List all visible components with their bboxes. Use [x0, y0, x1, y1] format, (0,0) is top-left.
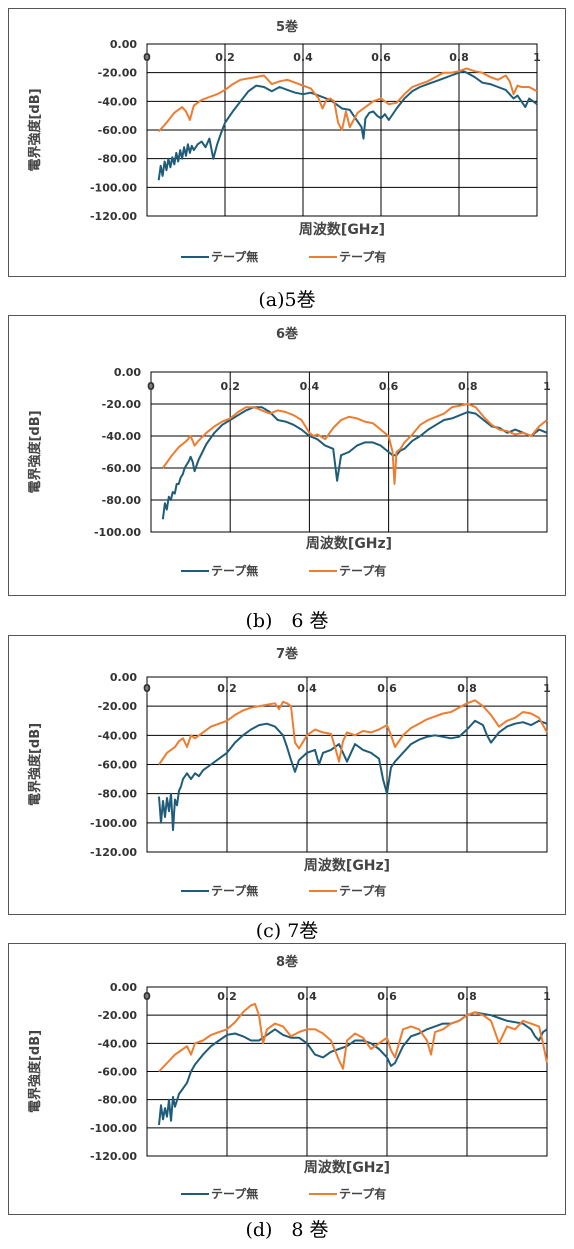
- y-tick-label: -20.00: [98, 1009, 138, 1022]
- y-axis-label: 電界強度[dB]: [27, 1030, 43, 1113]
- y-tick-label: -20.00: [102, 398, 142, 411]
- y-tick-label: -100.00: [90, 1122, 137, 1135]
- x-axis-label: 周波数[GHz]: [304, 857, 390, 874]
- series-line-with-tape: [162, 403, 548, 485]
- chart-svg-8: 0.00 -20.00 -40.00 -60.00 -80.00 -100.00 -120.…: [27, 954, 551, 1201]
- y-tick-label: 0.00: [110, 38, 137, 51]
- y-tick-label: 0.00: [114, 366, 141, 379]
- y-tick-label: -80.00: [98, 153, 138, 166]
- chart-panel-6: 0.00 -20.00 -40.00 -60.00 -80.00 -100.00 0 0.2 0…: [8, 315, 566, 596]
- series-line-without-tape: [157, 70, 538, 181]
- y-tick-label: -80.00: [98, 788, 138, 801]
- y-tick-label: -80.00: [102, 494, 142, 507]
- x-tick-label: 0.6: [377, 990, 397, 1003]
- x-tick-label: 0.8: [457, 990, 477, 1003]
- legend-label-with-tape: テープ有: [339, 1186, 386, 1201]
- legend-label-without-tape: テープ無: [211, 563, 258, 578]
- y-tick-label: 0.00: [110, 981, 137, 994]
- x-tick-label: 0.8: [457, 682, 477, 695]
- y-tick-label: -60.00: [102, 462, 142, 475]
- caption-d: (d) 8 巻: [245, 1219, 329, 1241]
- series-line-without-tape: [161, 406, 548, 520]
- x-tick-label: 0.2: [220, 380, 240, 393]
- x-tick-label: 0.4: [297, 990, 317, 1003]
- chart-panel-5: 0.00 -20.00 -40.00 -60.00 -80.00 -100.00 -120.…: [8, 8, 566, 277]
- x-tick-label: 0.4: [300, 380, 320, 393]
- y-axis-label: 電界強度[dB]: [27, 410, 43, 493]
- y-tick-label: -100.00: [94, 526, 141, 539]
- y-tick-label: 0.00: [110, 671, 137, 684]
- x-tick-label: 0.2: [215, 51, 235, 64]
- series-line-with-tape: [157, 67, 538, 133]
- caption-c: (c) 7巻: [255, 920, 319, 942]
- x-tick-label: 0: [143, 51, 151, 64]
- chart-title: 8巻: [276, 954, 299, 970]
- y-tick-label: -20.00: [98, 700, 138, 713]
- chart-title: 6巻: [276, 326, 299, 342]
- y-tick-label: -40.00: [98, 95, 138, 108]
- x-tick-label: 1: [543, 380, 551, 393]
- caption-a: (a)5巻: [258, 289, 316, 311]
- y-tick-label: -60.00: [98, 124, 138, 137]
- x-tick-label: 0.8: [449, 51, 469, 64]
- series-line-with-tape: [158, 1002, 548, 1073]
- y-tick-label: -60.00: [98, 759, 138, 772]
- y-tick-label: -120.00: [90, 1150, 137, 1163]
- x-tick-label: 0: [143, 682, 151, 695]
- y-tick-label: -120.00: [90, 210, 137, 223]
- y-tick-label: -40.00: [98, 729, 138, 742]
- chart-svg-7: 0.00 -20.00 -40.00 -60.00 -80.00 -100.00 -120.…: [27, 646, 551, 898]
- x-tick-label: 0.8: [458, 380, 478, 393]
- chart-svg-5: 0.00 -20.00 -40.00 -60.00 -80.00 -100.00 -120.…: [27, 19, 541, 264]
- x-tick-label: 0: [143, 990, 151, 1003]
- y-axis-label: 電界強度[dB]: [27, 88, 43, 171]
- caption-b: (b) 6 巻: [245, 610, 329, 632]
- x-tick-label: 0.6: [379, 380, 399, 393]
- x-axis-label: 周波数[GHz]: [304, 1159, 390, 1176]
- x-tick-label: 0.2: [217, 990, 237, 1003]
- chart-svg-6: 0.00 -20.00 -40.00 -60.00 -80.00 -100.00 0 0.2 0…: [27, 326, 551, 578]
- series-line-without-tape: [158, 1011, 548, 1126]
- legend-label-with-tape: テープ有: [339, 883, 386, 898]
- y-axis-label: 電界強度[dB]: [27, 723, 43, 806]
- x-tick-label: 0.4: [293, 51, 313, 64]
- x-tick-label: 1: [543, 682, 551, 695]
- chart-title: 7巻: [276, 646, 299, 662]
- x-axis-label: 周波数[GHz]: [299, 221, 385, 238]
- x-tick-label: 0: [147, 380, 155, 393]
- chart-panel-8: 0.00 -20.00 -40.00 -60.00 -80.00 -100.00 -120.…: [8, 943, 566, 1215]
- chart-panel-7: 0.00 -20.00 -40.00 -60.00 -80.00 -100.00 -120.…: [8, 635, 566, 915]
- y-tick-label: -60.00: [98, 1066, 138, 1079]
- x-tick-label: 1: [543, 990, 551, 1003]
- legend-label-with-tape: テープ有: [339, 249, 386, 264]
- legend-label-without-tape: テープ無: [211, 249, 258, 264]
- y-tick-label: -80.00: [98, 1094, 138, 1107]
- x-tick-label: 1: [533, 51, 541, 64]
- x-tick-label: 0.6: [377, 682, 397, 695]
- x-tick-label: 0.4: [297, 682, 317, 695]
- legend-label-with-tape: テープ有: [339, 563, 386, 578]
- y-tick-label: -120.00: [90, 846, 137, 859]
- legend-label-without-tape: テープ無: [211, 883, 258, 898]
- x-tick-label: 0.2: [217, 682, 237, 695]
- y-tick-label: -100.00: [90, 181, 137, 194]
- x-axis-label: 周波数[GHz]: [306, 535, 392, 552]
- y-tick-label: -40.00: [102, 430, 142, 443]
- y-tick-label: -20.00: [98, 67, 138, 80]
- legend-label-without-tape: テープ無: [211, 1186, 258, 1201]
- y-tick-label: -40.00: [98, 1037, 138, 1050]
- series-line-with-tape: [158, 699, 548, 766]
- chart-title: 5巻: [276, 19, 299, 35]
- x-tick-label: 0.6: [371, 51, 391, 64]
- y-tick-label: -100.00: [90, 817, 137, 830]
- series-line-without-tape: [158, 719, 548, 832]
